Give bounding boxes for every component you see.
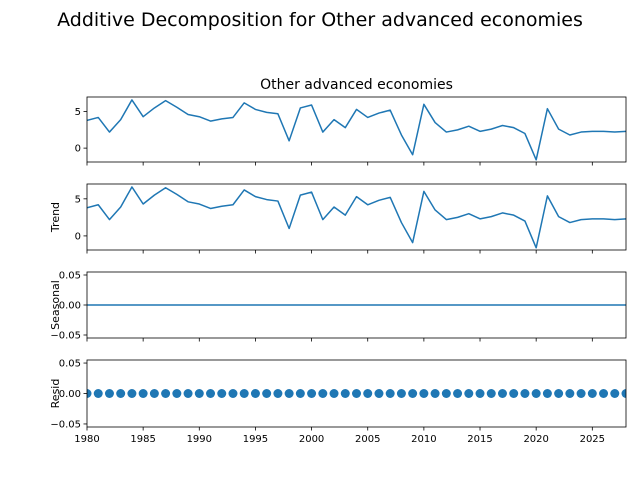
x-tick-label: 2020 (523, 434, 548, 445)
resid-point (87, 389, 92, 398)
y-axis-label: Trend (49, 202, 62, 233)
y-axis-label: Resid (49, 379, 62, 409)
resid-point (396, 389, 406, 398)
x-tick-label: 2025 (580, 434, 605, 445)
resid-point (475, 389, 485, 398)
resid-point (93, 389, 103, 398)
resid-point (217, 389, 227, 398)
resid-point (385, 389, 395, 398)
x-tick-label: 2000 (299, 434, 324, 445)
resid-point (340, 389, 350, 398)
resid-point (554, 389, 564, 398)
resid-point (161, 389, 171, 398)
y-tick-label: 0.05 (59, 271, 81, 282)
resid-point (509, 389, 519, 398)
x-tick-label: 1990 (187, 434, 212, 445)
y-tick-label: 5 (75, 107, 81, 118)
resid-point (318, 389, 328, 398)
resid-point (408, 389, 418, 398)
panel-4: −0.05 0.00 0.05 1980 1985 1990 1995 2000 2005 201… (49, 359, 627, 445)
series-line (87, 186, 626, 249)
panel-1: 0 5 Other advanced economies (75, 77, 627, 166)
panel-data (87, 99, 626, 161)
panel-frame (86, 183, 627, 251)
resid-point (104, 389, 114, 398)
x-tick-label: 2010 (411, 434, 436, 445)
x-tick-label: 1980 (74, 434, 99, 445)
resid-point (194, 389, 204, 398)
resid-point (441, 389, 451, 398)
resid-point (520, 389, 530, 398)
resid-point (621, 389, 626, 398)
resid-point (486, 389, 496, 398)
resid-point (576, 389, 586, 398)
y-tick-label: 0.00 (59, 301, 81, 312)
panel-data (87, 389, 626, 398)
resid-point (116, 389, 126, 398)
resid-point (453, 389, 463, 398)
y-axis-label: Seasonal (49, 280, 62, 330)
y-tick-label: 0.00 (59, 389, 81, 400)
chart-title: Additive Decomposition for Other advance… (57, 9, 583, 31)
panel-data (87, 186, 626, 249)
resid-point (183, 389, 193, 398)
panels-group: 0 5 Other advanced economies 0 5 Trend −0.05 0.… (49, 77, 627, 445)
resid-point (284, 389, 294, 398)
resid-point (430, 389, 440, 398)
x-tick-label: 1985 (130, 434, 155, 445)
y-tick-label: 5 (75, 194, 81, 205)
y-tick-label: 0 (75, 144, 81, 155)
resid-point (542, 389, 552, 398)
y-tick-label: −0.05 (50, 331, 81, 342)
resid-point (587, 389, 597, 398)
resid-point (464, 389, 474, 398)
resid-point (295, 389, 305, 398)
y-tick-label: −0.05 (50, 419, 81, 430)
resid-point (352, 389, 361, 398)
x-tick-label: 2005 (355, 434, 380, 445)
resid-point (363, 389, 373, 398)
resid-point (610, 389, 620, 398)
resid-point (307, 389, 317, 398)
panel-frame (86, 96, 627, 163)
resid-point (374, 389, 384, 398)
resid-point (172, 389, 182, 398)
resid-point (127, 389, 137, 398)
x-tick-label: 1995 (243, 434, 268, 445)
resid-point (239, 389, 249, 398)
resid-point (273, 389, 283, 398)
resid-point (497, 389, 507, 398)
y-tick-label: 0 (75, 231, 81, 242)
panel-title: Other advanced economies (260, 77, 453, 93)
y-tick-label: 0.05 (59, 359, 81, 370)
resid-point (138, 389, 148, 398)
resid-point (262, 389, 272, 398)
resid-point (599, 389, 609, 398)
resid-point (419, 389, 429, 398)
resid-point (228, 389, 238, 398)
panel-2: 0 5 Trend (49, 183, 627, 254)
resid-point (206, 389, 216, 398)
resid-point (531, 389, 541, 398)
x-tick-label: 2015 (467, 434, 492, 445)
resid-point (149, 389, 159, 398)
resid-point (250, 389, 260, 398)
series-line (87, 99, 626, 161)
resid-point (565, 389, 575, 398)
resid-point (329, 389, 339, 398)
